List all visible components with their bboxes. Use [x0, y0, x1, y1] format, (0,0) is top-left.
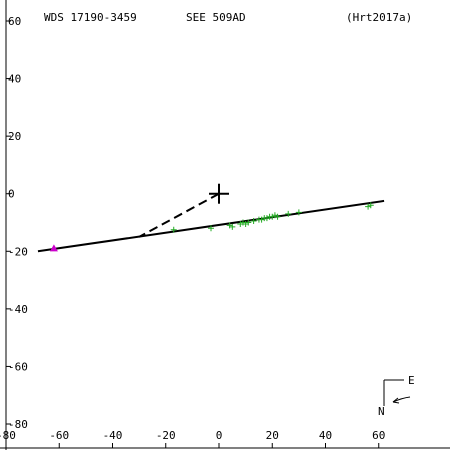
tick-labels: 60 40 20 0 -20 -40 -60 -80-80 -60 -40 -20 0 20 40 60	[0, 15, 385, 442]
data-points	[49, 202, 374, 252]
x-tick-label: 20	[266, 429, 279, 442]
measurement-point	[271, 212, 278, 219]
y-tick-label: 40	[8, 73, 21, 86]
x-tick-label: -20	[156, 429, 176, 442]
measurement-point	[170, 226, 177, 233]
measurement-point	[365, 203, 372, 210]
header-reference: (Hrt2017a)	[346, 11, 412, 24]
x-tick-label: -40	[103, 429, 123, 442]
measurement-point	[263, 215, 270, 222]
x-tick-label: 40	[319, 429, 332, 442]
dashed-line	[138, 192, 220, 238]
y-tick-label: 0	[8, 188, 15, 201]
x-tick-label: -60	[49, 429, 69, 442]
y-tick-label: 60	[8, 15, 21, 28]
compass-north-label: N	[378, 405, 385, 418]
x-tick-label: 0	[216, 429, 223, 442]
y-tick-label: -20	[8, 245, 28, 258]
measurement-point	[242, 220, 249, 227]
measurement-point	[226, 222, 233, 229]
y-tick-label: -80	[8, 418, 28, 431]
measurement-point	[229, 223, 236, 230]
compass: E N	[378, 374, 415, 418]
measurement-point	[250, 218, 257, 225]
x-tick-label: -80	[0, 429, 16, 442]
measurement-point	[285, 210, 292, 217]
x-tick-label: 60	[372, 429, 385, 442]
compass-east-label: E	[408, 374, 415, 387]
measurement-point	[367, 202, 374, 209]
y-tick-label: -60	[8, 360, 28, 373]
measurement-point	[239, 219, 246, 226]
y-tick-label: -40	[8, 303, 28, 316]
header-discoverer: SEE 509AD	[186, 11, 246, 24]
measurement-point	[245, 219, 252, 226]
motion-arrow-icon	[392, 396, 411, 404]
first-observation-point	[49, 244, 58, 252]
measurement-point	[258, 216, 265, 223]
measurement-point	[274, 213, 281, 220]
measurement-point	[208, 225, 215, 232]
measurement-point	[295, 209, 302, 216]
measurement-point	[237, 220, 244, 227]
y-tick-label: 20	[8, 130, 21, 143]
measurement-point	[269, 213, 276, 220]
header-wds-id: WDS 17190-3459	[44, 11, 137, 24]
